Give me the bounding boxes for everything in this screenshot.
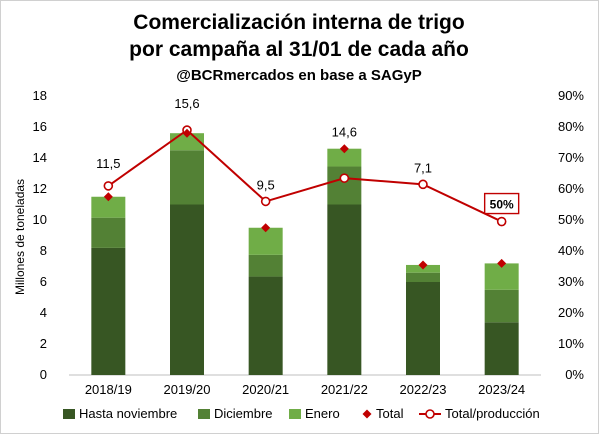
bar-segment-diciembre [91, 217, 126, 248]
y2-tick-label: 50% [558, 212, 584, 227]
y2-tick-label: 80% [558, 119, 584, 134]
bar-segment-diciembre [170, 150, 204, 205]
ratio-point [496, 216, 507, 227]
total-data-label: 7,1 [414, 160, 432, 175]
bar-segment-enero [248, 227, 283, 255]
total-data-label: 14,6 [332, 125, 357, 140]
y-tick-label: 8 [40, 243, 47, 258]
y2-tick-label: 90% [558, 88, 584, 103]
y2-tick-label: 40% [558, 243, 584, 258]
legend-swatch [362, 409, 372, 419]
y2-tick-label: 30% [558, 274, 584, 289]
ratio-line [107, 128, 503, 223]
y-tick-label: 4 [40, 305, 47, 320]
y2-tick-label: 60% [558, 181, 584, 196]
legend-swatch [289, 409, 301, 419]
bar-segment-diciembre [248, 254, 283, 277]
y-tick-label: 14 [33, 150, 47, 165]
bar-segment-diciembre [484, 289, 519, 323]
bar-segment-hasta-noviembre [248, 276, 283, 375]
x-tick-label: 2023/24 [478, 382, 525, 397]
y2-tick-label: 70% [558, 150, 584, 165]
total-marker [339, 144, 349, 154]
total-marker [418, 260, 428, 270]
bar-segment-enero [327, 148, 362, 167]
legend-swatch [63, 409, 75, 419]
legend-label: Total [376, 406, 404, 421]
bar-segment-hasta-noviembre [91, 247, 126, 375]
y-tick-label: 16 [33, 119, 47, 134]
y-tick-label: 18 [33, 88, 47, 103]
legend-label: Diciembre [214, 406, 273, 421]
y-axis-title: Millones de toneladas [13, 179, 27, 295]
x-tick-label: 2018/19 [85, 382, 132, 397]
total-data-label: 11,5 [96, 156, 120, 171]
bar-segment-hasta-noviembre [170, 204, 204, 375]
bar-segment-hasta-noviembre [484, 322, 519, 375]
x-tick-label: 2020/21 [242, 382, 289, 397]
y-tick-label: 0 [40, 367, 47, 382]
legend-label: Total/producción [445, 406, 540, 421]
legend-label: Hasta noviembre [79, 406, 177, 421]
y-tick-label: 12 [33, 181, 47, 196]
chart-title-line2: por campaña al 31/01 de cada año [129, 38, 469, 61]
y-tick-label: 2 [40, 336, 47, 351]
ratio-callout-label: 50% [490, 198, 514, 212]
y2-tick-label: 10% [558, 336, 584, 351]
legend-swatch [198, 409, 210, 419]
legend-label: Enero [305, 406, 340, 421]
ratio-point [418, 179, 428, 190]
bar-segment-diciembre [327, 166, 362, 205]
y-tick-label: 10 [33, 212, 47, 227]
legend-swatch [425, 409, 435, 419]
bar-segment-hasta-noviembre [327, 204, 362, 375]
total-marker [261, 223, 271, 233]
x-tick-label: 2022/23 [400, 382, 447, 397]
ratio-point [103, 181, 114, 191]
chart-subtitle: @BCRmercados en base a SAGyP [176, 67, 422, 84]
total-marker [497, 258, 507, 268]
total-marker [182, 128, 192, 138]
total-marker [103, 192, 113, 202]
bar-segment-enero [91, 196, 126, 218]
ratio-callout-box [483, 192, 520, 215]
y2-tick-label: 0% [565, 367, 584, 382]
chart-title-line1: Comercialización interna de trigo [133, 11, 464, 34]
bar-segment-hasta-noviembre [406, 282, 440, 375]
ratio-point [260, 196, 271, 207]
x-tick-label: 2019/20 [164, 382, 211, 397]
total-data-label: 9,5 [257, 177, 275, 192]
x-tick-label: 2021/22 [321, 382, 368, 397]
total-data-label: 15,6 [174, 96, 199, 111]
plot-area: 0 2 4 6 8 10 12 14 16 18 0% 10% 20% 30% 40% 50% 60% 70% 80… [33, 88, 585, 397]
y2-tick-label: 20% [558, 305, 584, 320]
legend: Hasta noviembre Diciembre Enero Total Total/… [63, 406, 540, 421]
ratio-point [339, 173, 350, 183]
y-tick-label: 6 [40, 274, 47, 289]
bar-segment-diciembre [406, 272, 440, 282]
